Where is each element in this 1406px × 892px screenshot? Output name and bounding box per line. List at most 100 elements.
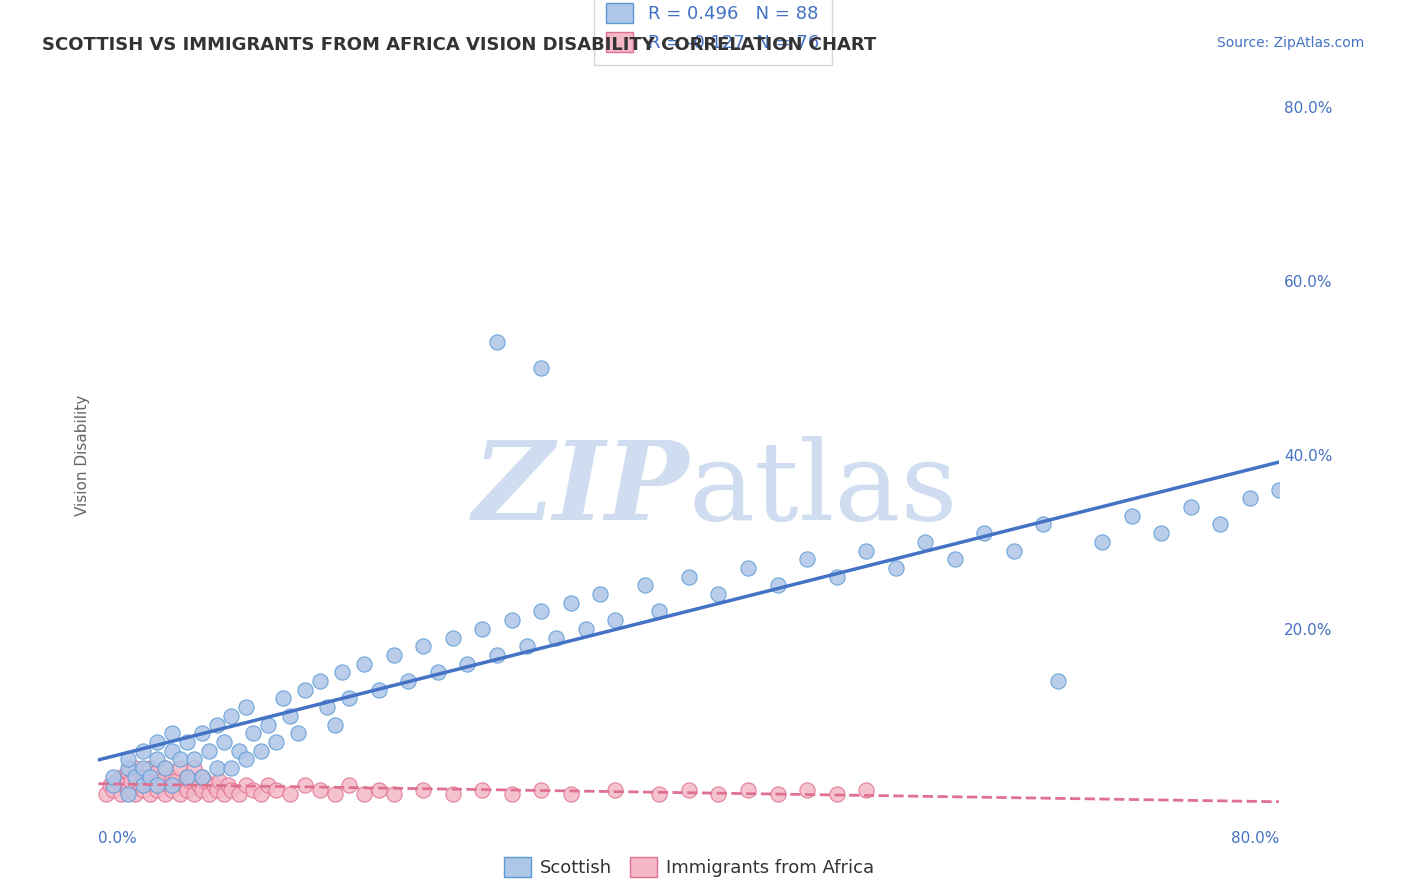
Point	[368, 682, 391, 697]
Point	[339, 691, 361, 706]
Point	[427, 665, 450, 680]
Point	[457, 657, 479, 671]
Point	[257, 717, 280, 731]
Point	[589, 587, 612, 601]
Point	[132, 744, 155, 758]
Point	[530, 360, 553, 375]
Point	[737, 561, 759, 575]
Point	[575, 622, 598, 636]
Point	[228, 744, 250, 758]
Point	[1239, 491, 1261, 506]
Point	[323, 717, 346, 731]
Point	[412, 782, 434, 797]
Point	[110, 770, 132, 784]
Point	[212, 735, 235, 749]
Point	[117, 761, 139, 775]
Point	[132, 770, 155, 784]
Point	[264, 735, 287, 749]
Point	[1032, 517, 1054, 532]
Point	[368, 782, 391, 797]
Point	[280, 787, 302, 801]
Point	[825, 787, 848, 801]
Point	[1091, 534, 1114, 549]
Point	[242, 726, 264, 740]
Point	[157, 778, 180, 793]
Point	[94, 787, 117, 801]
Point	[153, 761, 176, 775]
Point	[309, 782, 332, 797]
Point	[183, 787, 205, 801]
Point	[176, 782, 198, 797]
Point	[103, 782, 125, 797]
Point	[471, 782, 494, 797]
Point	[162, 778, 183, 793]
Point	[412, 639, 434, 653]
Point	[162, 726, 183, 740]
Text: atlas: atlas	[689, 436, 959, 543]
Legend: Scottish, Immigrants from Africa: Scottish, Immigrants from Africa	[496, 850, 882, 884]
Point	[1121, 508, 1143, 523]
Point	[914, 534, 936, 549]
Point	[471, 622, 494, 636]
Point	[546, 631, 568, 645]
Point	[212, 787, 235, 801]
Point	[1150, 526, 1173, 541]
Point	[117, 752, 139, 766]
Point	[176, 770, 198, 784]
Point	[855, 782, 877, 797]
Point	[103, 778, 125, 793]
Point	[146, 778, 169, 793]
Point	[486, 648, 509, 662]
Point	[173, 778, 195, 793]
Point	[796, 782, 818, 797]
Point	[176, 735, 198, 749]
Point	[162, 744, 183, 758]
Point	[98, 778, 121, 793]
Point	[501, 613, 523, 627]
Point	[132, 782, 155, 797]
Point	[530, 605, 553, 619]
Point	[187, 778, 209, 793]
Point	[309, 674, 332, 689]
Point	[530, 782, 553, 797]
Point	[1209, 517, 1232, 532]
Point	[217, 778, 239, 793]
Point	[205, 782, 228, 797]
Point	[339, 778, 361, 793]
Point	[105, 774, 128, 789]
Point	[117, 782, 139, 797]
Point	[560, 596, 582, 610]
Point	[198, 744, 221, 758]
Point	[486, 334, 509, 349]
Point	[1002, 543, 1025, 558]
Point	[153, 761, 176, 775]
Point	[221, 708, 243, 723]
Point	[855, 543, 877, 558]
Point	[353, 657, 375, 671]
Text: SCOTTISH VS IMMIGRANTS FROM AFRICA VISION DISABILITY CORRELATION CHART: SCOTTISH VS IMMIGRANTS FROM AFRICA VISIO…	[42, 36, 876, 54]
Point	[110, 787, 132, 801]
Point	[191, 770, 214, 784]
Point	[117, 765, 139, 780]
Point	[117, 787, 139, 801]
Point	[139, 770, 162, 784]
Point	[128, 778, 150, 793]
Point	[179, 774, 201, 789]
Point	[825, 570, 848, 584]
Point	[139, 787, 162, 801]
Point	[205, 761, 228, 775]
Point	[398, 674, 420, 689]
Point	[183, 752, 205, 766]
Point	[235, 700, 257, 714]
Point	[250, 744, 273, 758]
Point	[271, 691, 294, 706]
Point	[165, 774, 187, 789]
Point	[943, 552, 966, 566]
Point	[560, 787, 582, 801]
Point	[501, 787, 523, 801]
Point	[634, 578, 657, 592]
Point	[353, 787, 375, 801]
Point	[973, 526, 995, 541]
Text: Source: ZipAtlas.com: Source: ZipAtlas.com	[1216, 36, 1364, 50]
Point	[132, 761, 155, 775]
